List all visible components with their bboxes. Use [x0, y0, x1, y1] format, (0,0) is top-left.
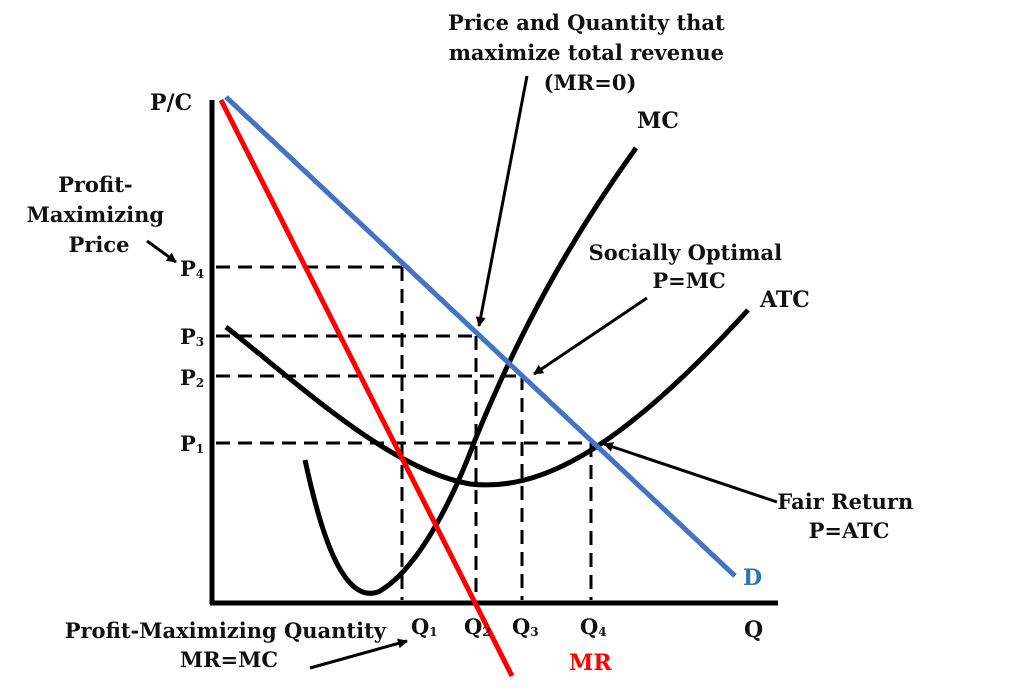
dashed-guides: [216, 265, 593, 600]
profit-quantity-annotation: Profit-Maximizing Quantity MR=MC: [65, 618, 394, 672]
x-axis-label: Q: [744, 617, 763, 643]
revenue-annotation: Price and Quantity that maximize total r…: [448, 10, 732, 95]
revenue-arrow: [475, 75, 529, 327]
quantity-label-q3: Q3: [512, 614, 539, 639]
price-label-p2: P2: [180, 365, 204, 390]
mr-curve: [218, 98, 515, 678]
price-label-p3: P3: [180, 324, 204, 349]
socially-optimal-arrow: [533, 296, 648, 376]
socially-optimal-annotation: Socially Optimal P=MC: [589, 240, 790, 293]
price-label-p1: P1: [180, 431, 204, 456]
quantity-label-q2: Q2: [464, 614, 491, 639]
atc-curve: [224, 308, 750, 488]
mc-curve: [302, 146, 639, 596]
demand-label: D: [743, 565, 762, 591]
atc-label: ATC: [759, 287, 810, 313]
fair-return-arrow: [603, 442, 778, 504]
profit-price-arrow: [146, 239, 177, 264]
demand-curve: [224, 95, 737, 578]
mc-label: MC: [637, 108, 679, 134]
fair-return-annotation: Fair Return P=ATC: [777, 489, 920, 543]
profit-price-annotation: Profit- Maximizing Price: [27, 172, 172, 257]
quantity-label-q4: Q4: [580, 614, 607, 639]
mr-label: MR: [569, 650, 612, 676]
y-axis-label: P/C: [150, 90, 192, 116]
profit-quantity-arrow: [309, 638, 408, 670]
quantity-label-q1: Q1: [411, 614, 438, 639]
price-label-p4: P4: [180, 256, 204, 281]
